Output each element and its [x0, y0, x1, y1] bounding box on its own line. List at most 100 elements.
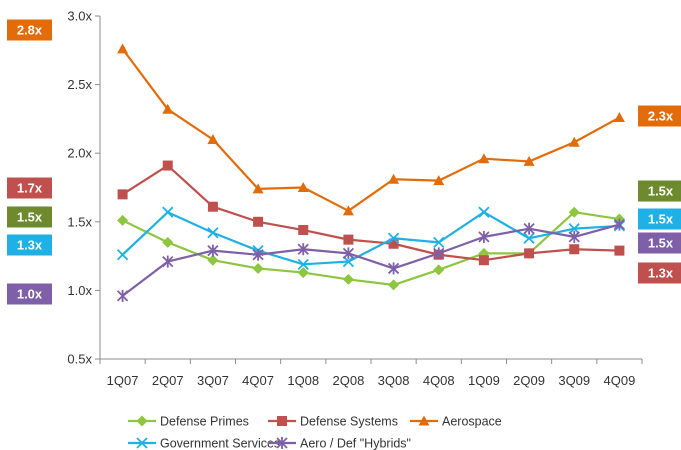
legend-label: Aerospace: [442, 415, 502, 429]
data-point: [614, 245, 625, 256]
data-point: [117, 214, 129, 226]
data-point: [252, 248, 264, 261]
data-point: [388, 173, 400, 184]
badge-label: 1.5x: [648, 236, 674, 251]
badge-label: 1.5x: [17, 210, 43, 225]
data-point: [207, 201, 218, 212]
chart-legend: Defense Primes Defense Systems Aerospace Go…: [128, 415, 502, 450]
badge-box: [638, 105, 681, 127]
data-point: [207, 227, 219, 239]
data-point: [343, 234, 354, 245]
data-point: [162, 206, 174, 218]
value-badges: 2.8x 1.7x 1.5x 1.3x 1.0x 2.3x 1.5x 1.5x 1.5x 1.3x: [7, 19, 681, 305]
data-point: [342, 205, 354, 216]
value-badge-right: 1.5x: [638, 232, 681, 254]
data-point: [162, 255, 174, 268]
data-point: [116, 289, 129, 302]
data-point: [116, 249, 129, 261]
data-point: [342, 255, 355, 268]
data-point: [478, 230, 490, 243]
legend-swatch-marker: [277, 416, 287, 426]
badge-box: [638, 232, 681, 254]
data-point: [433, 175, 445, 186]
data-point: [613, 112, 625, 123]
badge-label: 1.0x: [17, 287, 43, 302]
data-point: [298, 225, 309, 236]
data-point: [433, 247, 445, 260]
x-tick-label: 3Q09: [558, 373, 590, 388]
legend-swatch-marker: [418, 415, 430, 426]
data-point: [252, 262, 264, 274]
badge-box: [638, 262, 681, 284]
data-point: [207, 133, 219, 144]
y-tick-label: 1.5x: [67, 214, 92, 229]
data-point: [297, 243, 309, 256]
data-point: [523, 222, 535, 235]
chart-series: [116, 43, 626, 302]
data-point: [117, 43, 129, 54]
badge-label: 1.5x: [648, 212, 674, 227]
y-tick-label: 3.0x: [67, 9, 92, 24]
value-badge-right: 1.5x: [638, 208, 681, 230]
data-point: [478, 153, 490, 164]
value-badge-right: 1.3x: [638, 262, 681, 284]
series-line: [121, 223, 620, 297]
legend-item: Government Services: [128, 437, 280, 450]
badge-box: [638, 208, 681, 230]
value-badge-left: 2.8x: [7, 19, 52, 41]
legend-item: Defense Systems: [268, 415, 398, 429]
series-defense-primes: [117, 206, 625, 291]
value-badge-right: 1.5x: [638, 180, 681, 202]
legend-item: Aerospace: [410, 415, 502, 429]
data-point: [478, 255, 489, 266]
data-point: [523, 232, 535, 244]
x-tick-label: 1Q09: [468, 373, 500, 388]
data-point: [569, 244, 580, 255]
value-badge-right: 2.3x: [638, 105, 681, 127]
badge-label: 1.3x: [17, 238, 43, 253]
data-point: [387, 232, 400, 244]
badge-box: [638, 180, 681, 202]
x-tick-label: 2Q08: [333, 373, 365, 388]
data-point: [433, 264, 445, 276]
data-point: [568, 223, 580, 235]
series-defense-systems: [117, 160, 625, 266]
data-point: [388, 279, 400, 291]
data-point: [387, 262, 400, 275]
badge-label: 1.7x: [17, 181, 43, 196]
data-point: [207, 244, 219, 257]
legend-label: Defense Systems: [300, 415, 398, 429]
data-point: [253, 216, 264, 227]
data-point: [568, 136, 580, 147]
y-tick-label: 2.5x: [67, 77, 92, 92]
data-point: [207, 254, 219, 266]
badge-label: 2.8x: [17, 23, 43, 38]
x-tick-label: 2Q09: [513, 373, 545, 388]
data-point: [524, 248, 535, 259]
data-point: [568, 206, 580, 218]
x-tick-label: 4Q07: [242, 373, 274, 388]
data-point: [613, 218, 626, 231]
badge-box: [7, 234, 52, 256]
data-point: [342, 273, 354, 285]
y-tick-label: 0.5x: [67, 352, 92, 367]
data-point: [252, 183, 264, 194]
legend-item: Aero / Def "Hybrids": [268, 437, 411, 450]
data-point: [433, 236, 445, 249]
x-tick-label: 4Q08: [423, 373, 455, 388]
x-tick-label: 3Q07: [197, 373, 229, 388]
value-badge-left: 1.3x: [7, 234, 52, 256]
data-point: [388, 238, 399, 249]
x-tick-label: 2Q07: [152, 373, 184, 388]
legend-item: Defense Primes: [128, 415, 249, 429]
series-aero-def-hybrids: [116, 218, 626, 302]
y-tick-label: 2.0x: [67, 146, 92, 161]
badge-box: [7, 206, 52, 228]
series-line: [121, 211, 620, 266]
series-line: [122, 211, 620, 287]
badge-label: 2.3x: [648, 109, 674, 124]
legend-swatch-marker: [276, 437, 288, 449]
x-tick-label: 1Q08: [287, 373, 319, 388]
series-line: [121, 164, 620, 262]
